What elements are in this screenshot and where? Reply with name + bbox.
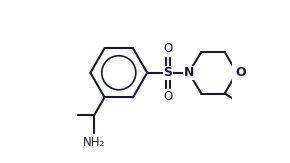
Text: O: O: [163, 90, 173, 103]
Text: N: N: [184, 66, 194, 79]
Text: O: O: [163, 42, 173, 55]
Text: NH₂: NH₂: [83, 136, 105, 149]
Text: S: S: [164, 66, 173, 79]
Text: O: O: [235, 66, 246, 79]
